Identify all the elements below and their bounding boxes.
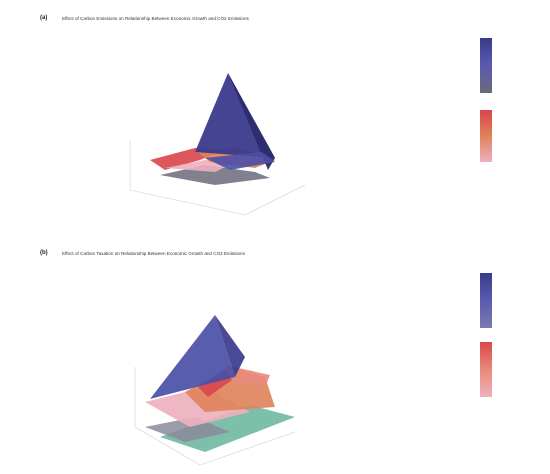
panel-b-surface-gray [145,417,230,442]
panel-a: (a) Effect of Carbon Emissions on Relati… [40,15,492,216]
panel-a-plot [129,73,306,216]
panel-a-title: Effect of Carbon Emissions on Relationsh… [62,16,249,21]
panel-a-surface-base [160,165,270,185]
panel-b-surface-peak [150,315,235,399]
panel-a-axis-y [244,184,306,216]
panel-a-axis-x [129,189,246,216]
panel-a-surface-peak-side [228,73,275,170]
panel-b-axis-x [134,426,201,466]
panel-a-colorbar-1 [480,38,492,93]
panel-a-surface-mid [205,152,275,170]
panel-b-title: Effect of Carbon Taxation on Relationshi… [62,251,245,256]
panel-b-surface-pink [145,387,250,427]
panel-b-axis-y [199,431,296,466]
panel-b-surface-teal [160,405,295,452]
panel-b-label: (b) [40,250,48,256]
panel-b-colorbar-2 [480,342,492,397]
panel-b-colorbar-1 [480,273,492,328]
panel-a-colorbar-2 [480,110,492,162]
panel-a-label: (a) [40,15,48,21]
panel-b-surface-peak-side [215,315,245,377]
panel-b: (b) Effect of Carbon Taxation on Relatio… [0,237,550,474]
panel-b-plot [134,315,296,466]
